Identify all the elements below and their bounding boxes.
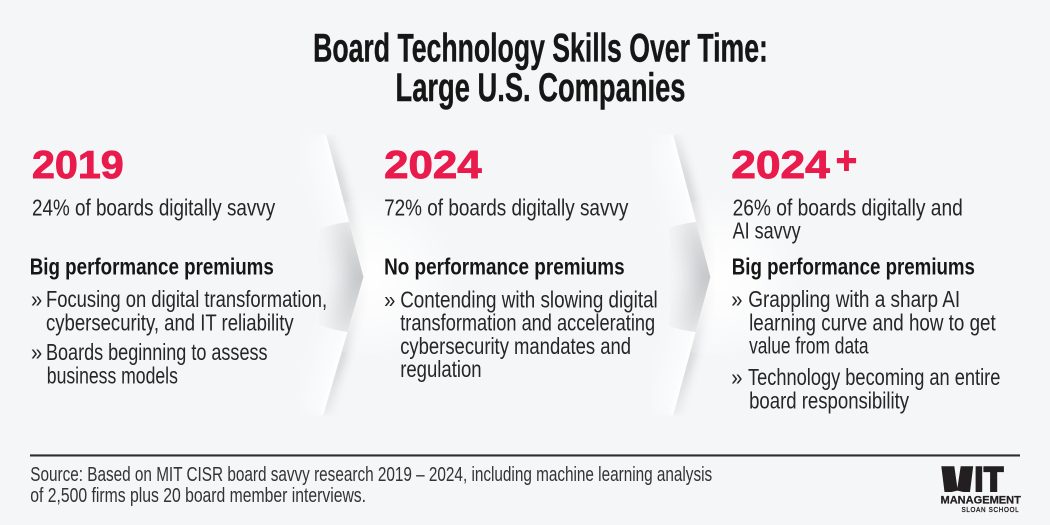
svg-text:transformation and acceleratin: transformation and accelerating <box>400 311 655 337</box>
svg-text:No performance premiums: No performance premiums <box>384 255 625 280</box>
svg-text:Contending with slowing digita: Contending with slowing digital <box>400 288 658 313</box>
svg-text:»: » <box>731 286 742 313</box>
svg-text:2024: 2024 <box>731 142 830 186</box>
svg-text:72% of boards digitally savvy: 72% of boards digitally savvy <box>384 196 629 221</box>
svg-text:Big performance premiums: Big performance premiums <box>30 255 274 280</box>
svg-text:2019: 2019 <box>32 143 124 187</box>
svg-text:2024: 2024 <box>384 142 482 186</box>
svg-text:Focusing on digital transforma: Focusing on digital transformation, <box>46 287 327 312</box>
svg-text:Source: Based on MIT CISR boar: Source: Based on MIT CISR board savvy re… <box>30 463 712 485</box>
svg-text:regulation: regulation <box>400 357 481 382</box>
svg-text:Large U.S. Companies: Large U.S. Companies <box>396 66 686 110</box>
svg-text:MANAGEMENT: MANAGEMENT <box>941 494 1022 506</box>
svg-text:»: » <box>384 286 395 313</box>
svg-text:business models: business models <box>47 363 178 389</box>
svg-text:+: + <box>836 140 857 183</box>
svg-text:»: » <box>731 364 742 391</box>
svg-text:board responsibility: board responsibility <box>749 388 909 413</box>
svg-text:Boards beginning to assess: Boards beginning to assess <box>46 340 268 366</box>
svg-text:Technology becoming an entire: Technology becoming an entire <box>748 365 1000 391</box>
svg-text:Grappling with a sharp AI: Grappling with a sharp AI <box>748 287 960 312</box>
svg-text:learning curve and how to get: learning curve and how to get <box>749 311 996 336</box>
svg-text:SLOAN SCHOOL: SLOAN SCHOOL <box>962 507 1020 514</box>
svg-text:Board Technology Skills Over T: Board Technology Skills Over Time: <box>313 26 768 71</box>
svg-text:24% of boards digitally savvy: 24% of boards digitally savvy <box>32 196 276 221</box>
svg-text:»: » <box>31 286 42 313</box>
svg-text:»: » <box>31 339 42 366</box>
svg-text:26% of boards digitally and: 26% of boards digitally and <box>733 195 963 221</box>
svg-text:Big performance premiums: Big performance premiums <box>732 255 975 280</box>
svg-text:cybersecurity mandates and: cybersecurity mandates and <box>400 334 631 359</box>
svg-text:cybersecurity, and IT reliabil: cybersecurity, and IT reliability <box>46 310 294 335</box>
svg-text:of 2,500 firms plus 20 board m: of 2,500 firms plus 20 board member inte… <box>30 484 366 506</box>
svg-text:AI savvy: AI savvy <box>733 218 802 244</box>
svg-text:value from data: value from data <box>749 333 869 359</box>
